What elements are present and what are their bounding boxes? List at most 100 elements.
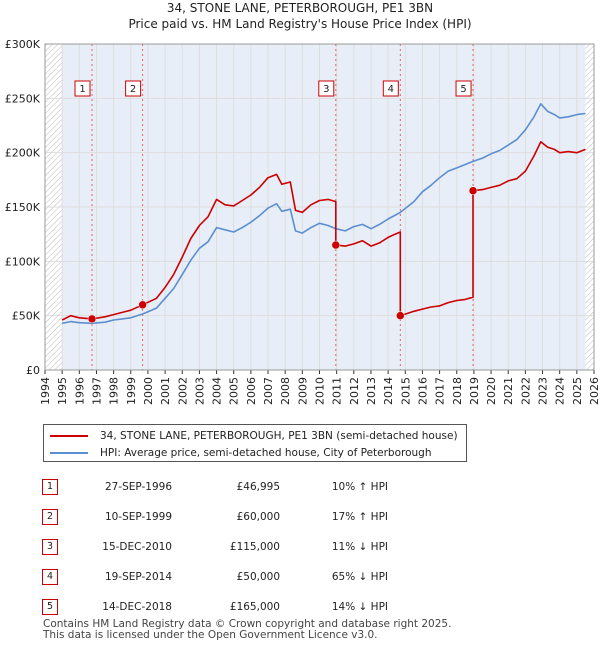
sale-date: 14-DEC-2018 [102,601,172,613]
sale-price: £165,000 [229,601,280,613]
table-row: 5 14-DEC-2018 £165,000 14% ↓ HPI [42,592,388,622]
sale-point [138,300,147,310]
sale-date: 10-SEP-1999 [104,511,172,523]
sale-number-badge: 2 [42,509,58,525]
legend-label-price: 34, STONE LANE, PETERBOROUGH, PE1 3BN (s… [100,430,458,442]
x-tick-label: 2005 [228,377,241,405]
sale-label-number: 2 [130,84,136,95]
x-tick-label: 2008 [279,377,292,405]
sale-label-box [125,80,142,97]
hpi-line [62,103,586,325]
grid-lines [44,43,595,371]
chart-title: 34, STONE LANE, PETERBOROUGH, PE1 3BN [167,1,433,15]
sale-label-number: 4 [388,84,394,95]
x-tick-label: 2014 [382,377,395,405]
sale-number-badge: 3 [42,539,58,555]
x-tick-label: 1998 [108,377,121,405]
sale-date: 15-DEC-2010 [102,541,172,553]
x-tick-label: 2007 [262,377,275,405]
sale-price: £115,000 [229,541,280,553]
y-tick-label: £50K [12,310,41,323]
y-tick-label: £300K [5,38,41,51]
x-tick-label: 2018 [451,377,464,405]
footer-copyright: Contains HM Land Registry data © Crown c… [43,618,452,630]
price-chart: 34, STONE LANE, PETERBOROUGH, PE1 3BN Pr… [5,1,600,405]
x-tick-label: 2017 [434,377,447,405]
x-tick-label: 2019 [468,377,481,405]
x-tick-label: 1999 [125,377,138,405]
x-tick-label: 2010 [314,377,327,405]
x-tick-label: 2002 [176,377,189,405]
legend-label-hpi: HPI: Average price, semi-detached house,… [100,447,432,459]
y-tick-label: £250K [5,92,41,105]
x-tick-label: 2016 [416,377,429,405]
x-tick-label: 2020 [485,377,498,405]
sale-price: £50,000 [236,571,280,583]
x-tick-label: 2022 [519,377,532,405]
sale-number-badge: 4 [42,569,58,585]
sale-labels: 1 2 3 4 5 [74,80,472,97]
sale-hpi-diff: 14% ↓ HPI [331,601,388,613]
y-tick-label: £0 [26,364,40,377]
sale-point [331,240,341,250]
y-tick-label: £100K [5,255,41,268]
x-tick-label: 2004 [211,377,224,405]
sale-hpi-diff: 10% ↑ HPI [331,481,388,493]
x-tick-label: 2021 [502,377,515,405]
x-tick-label: 2000 [142,377,155,405]
sale-hpi-diff: 11% ↓ HPI [331,541,388,553]
table-row: 3 15-DEC-2010 £115,000 11% ↓ HPI [42,532,388,562]
x-tick-label: 2023 [537,377,550,405]
footer-licence: This data is licensed under the Open Gov… [43,629,378,641]
sale-hpi-diff: 17% ↑ HPI [331,511,388,523]
x-tick-label: 2024 [554,377,567,405]
sale-date: 19-SEP-2014 [104,571,172,583]
legend-item-hpi: HPI: Average price, semi-detached house,… [50,445,432,461]
sale-label-number: 5 [460,84,466,95]
sale-point [396,311,405,320]
y-tick-label: £200K [5,147,41,160]
legend-swatch-price [50,435,88,437]
x-tick-label: 2015 [399,377,412,405]
x-tick-label: 1994 [39,377,52,405]
sale-date: 27-SEP-1996 [104,481,172,493]
sale-number-badge: 5 [42,599,58,615]
x-tick-label: 1996 [73,377,86,405]
x-tick-label: 2006 [245,377,258,405]
sale-label-box [318,80,335,97]
x-tick-label: 1995 [56,377,69,405]
sale-label-box [455,80,472,97]
sale-point [87,314,97,324]
sale-number-badge: 1 [42,479,58,495]
sales-table: 1 27-SEP-1996 £46,995 10% ↑ HPI 2 10-SEP… [42,472,388,622]
axes: £0 £50K £100K £150K £200K £250K £300K 1994 1995 1… [5,38,600,405]
footer: Contains HM Land Registry data © Crown c… [43,619,451,641]
sale-point [468,186,478,195]
legend-item-price: 34, STONE LANE, PETERBOROUGH, PE1 3BN (s… [50,428,458,444]
y-tick-label: £150K [5,201,41,214]
table-row: 4 19-SEP-2014 £50,000 65% ↓ HPI [42,562,388,592]
x-tick-label: 2026 [588,377,600,405]
x-tick-label: 2003 [193,377,206,405]
plot-border [44,43,595,371]
x-tick-label: 2001 [159,377,172,405]
sale-points [87,186,478,324]
sale-price: £60,000 [236,511,280,523]
sale-label-number: 1 [79,84,85,95]
x-tick-label: 2009 [296,377,309,405]
legend-swatch-hpi [50,452,88,454]
x-tick-label: 1997 [90,377,103,405]
table-row: 1 27-SEP-1996 £46,995 10% ↑ HPI [42,472,388,502]
x-tick-label: 2013 [365,377,378,405]
table-row: 2 10-SEP-1999 £60,000 17% ↑ HPI [42,502,388,532]
sale-hpi-diff: 65% ↓ HPI [331,571,388,583]
chart-subtitle: Price paid vs. HM Land Registry's House … [128,17,471,31]
x-tick-label: 2012 [348,377,361,405]
legend: 34, STONE LANE, PETERBOROUGH, PE1 3BN (s… [43,424,467,462]
sale-label-box [74,80,91,97]
sale-price: £46,995 [236,481,280,493]
sale-label-box [382,80,399,97]
x-tick-label: 2025 [571,377,584,405]
sale-label-number: 3 [323,84,329,95]
x-tick-label: 2011 [331,377,344,405]
